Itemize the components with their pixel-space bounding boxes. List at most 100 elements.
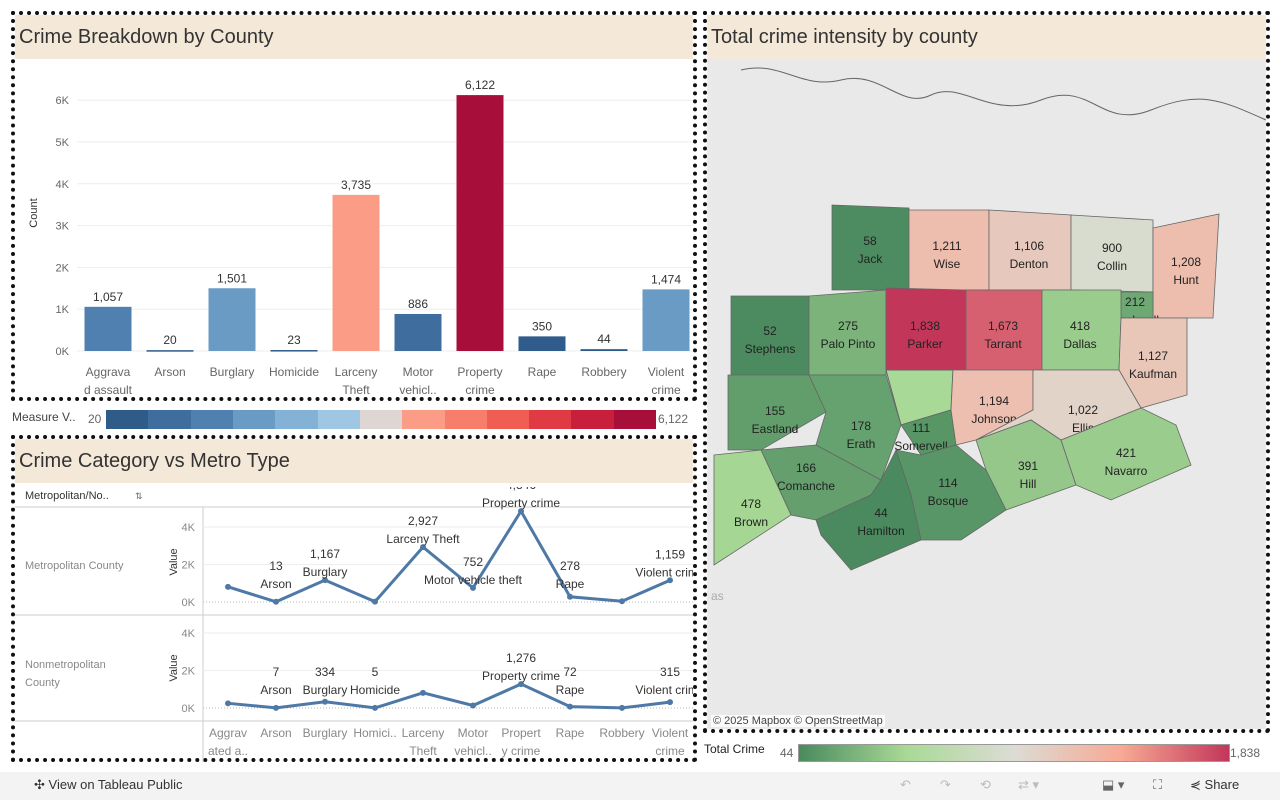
data-point[interactable] — [225, 583, 231, 590]
legend-swatch — [148, 410, 191, 429]
map-legend-bar — [798, 744, 1230, 762]
x-tick-label: Burglary — [303, 726, 348, 740]
data-point[interactable] — [518, 508, 524, 515]
data-point[interactable] — [470, 702, 476, 709]
county-hunt[interactable] — [1152, 213, 1220, 319]
point-category-label: Rape — [556, 577, 585, 591]
x-tick-label: Homicide — [269, 365, 319, 379]
county-name-label: Parker — [907, 337, 942, 351]
bar[interactable] — [580, 349, 628, 351]
bar[interactable] — [518, 336, 566, 351]
bar[interactable] — [332, 194, 380, 351]
data-point[interactable] — [372, 704, 378, 711]
legend-swatch — [359, 410, 403, 429]
data-point[interactable] — [273, 704, 279, 711]
bar[interactable] — [270, 350, 318, 352]
county-name-label: Stephens — [745, 342, 796, 356]
line-chart: Metropolitan/No.. ⇅ Metropolitan County 0K 2… — [15, 487, 693, 762]
sort-alpha-icon[interactable]: ⇅ — [135, 491, 143, 501]
point-category-label: Arson — [260, 683, 291, 697]
data-point[interactable] — [322, 577, 328, 584]
data-point[interactable] — [225, 700, 231, 707]
data-point[interactable] — [518, 681, 524, 688]
county-value-label: 418 — [1070, 319, 1090, 333]
point-category-label: Property crime — [482, 496, 560, 510]
series-line[interactable] — [227, 682, 671, 710]
county-value-label: 58 — [863, 234, 877, 248]
bar[interactable] — [394, 313, 442, 351]
y-axis-label: Count — [28, 198, 40, 227]
data-point[interactable] — [322, 698, 328, 705]
county-navarro[interactable] — [1060, 407, 1192, 501]
data-point[interactable] — [667, 577, 673, 584]
x-tick-label: Larceny — [402, 726, 445, 740]
data-point[interactable] — [567, 593, 573, 600]
x-tick-label: crime — [655, 744, 685, 758]
x-tick-label: Rape — [528, 365, 557, 379]
data-point[interactable] — [619, 704, 625, 711]
bar-value-label: 1,501 — [217, 271, 247, 285]
county-value-label: 1,838 — [910, 319, 940, 333]
data-point[interactable] — [372, 598, 378, 605]
map-title: Total crime intensity by county — [707, 15, 1266, 59]
map-attribution[interactable]: © 2025 Mapbox © OpenStreetMap — [711, 715, 885, 727]
series-line[interactable] — [227, 508, 671, 604]
download-icon[interactable]: ⬓ ▾ — [1102, 777, 1125, 792]
county-value-label: 1,673 — [988, 319, 1018, 333]
row-header[interactable]: Metropolitan/No.. — [25, 490, 109, 502]
y-tick-label: 4K — [182, 628, 196, 640]
county-name-label: Erath — [847, 437, 876, 451]
county-brown[interactable] — [713, 449, 792, 566]
data-point[interactable] — [420, 544, 426, 551]
fullscreen-icon[interactable]: ⛶ — [1153, 777, 1163, 792]
point-value-label: 334 — [315, 665, 335, 679]
map-legend: Total Crime 44 1,838 — [704, 742, 1274, 762]
county-map[interactable]: as 58 Jack 1,211 Wise 1,106 Denton 900 Collin 1,2… — [707, 59, 1266, 729]
refresh-icon[interactable]: ⇄ ▾ — [1018, 777, 1040, 792]
x-tick-label: vehicl.. — [454, 744, 491, 758]
data-point[interactable] — [667, 699, 673, 706]
bar[interactable] — [208, 288, 256, 351]
county-kaufman[interactable] — [1118, 317, 1188, 409]
share-button[interactable]: ⋞ Share — [1190, 777, 1239, 793]
county-eastland[interactable] — [727, 374, 827, 451]
point-category-label: Motor vehicle theft — [424, 573, 523, 587]
bar[interactable] — [84, 306, 132, 351]
y-tick-label: 2K — [182, 560, 196, 572]
legend-swatch — [529, 410, 572, 429]
bar[interactable] — [146, 350, 194, 352]
revert-icon[interactable]: ⟲ — [980, 777, 991, 792]
undo-icon[interactable]: ↶ — [900, 777, 911, 792]
county-hamilton[interactable] — [815, 448, 922, 571]
county-name-label: Denton — [1010, 257, 1049, 271]
x-tick-label: Burglary — [210, 365, 255, 379]
view-on-tableau-button[interactable]: ✣ View on Tableau Public — [34, 777, 182, 793]
point-value-label: 4,846 — [506, 487, 536, 492]
point-value-label: 13 — [269, 559, 283, 573]
legend-swatch — [571, 410, 614, 429]
point-category-label: Arson — [260, 577, 291, 591]
data-point[interactable] — [567, 703, 573, 710]
data-point[interactable] — [470, 584, 476, 591]
county-name-label: Hill — [1020, 477, 1037, 491]
data-point[interactable] — [420, 689, 426, 696]
legend-swatch — [190, 410, 233, 429]
bar-value-label: 23 — [287, 333, 301, 347]
y-tick-label: 3K — [56, 221, 70, 233]
x-tick-label: Propert — [501, 726, 541, 740]
county-value-label: 1,022 — [1068, 403, 1098, 417]
county-value-label: 178 — [851, 419, 871, 433]
legend-swatch — [444, 410, 487, 429]
share-icon: ⋞ — [1190, 777, 1201, 792]
bar[interactable] — [642, 289, 690, 351]
y-tick-label: 5K — [56, 137, 70, 149]
bar-value-label: 6,122 — [465, 78, 495, 92]
row-label: County — [25, 677, 60, 689]
y-tick-label: 2K — [182, 666, 196, 678]
data-point[interactable] — [273, 598, 279, 605]
data-point[interactable] — [619, 598, 625, 605]
bar[interactable] — [456, 95, 504, 351]
legend-swatch — [232, 410, 276, 429]
river-line — [740, 67, 1266, 121]
redo-icon[interactable]: ↷ — [940, 777, 951, 792]
